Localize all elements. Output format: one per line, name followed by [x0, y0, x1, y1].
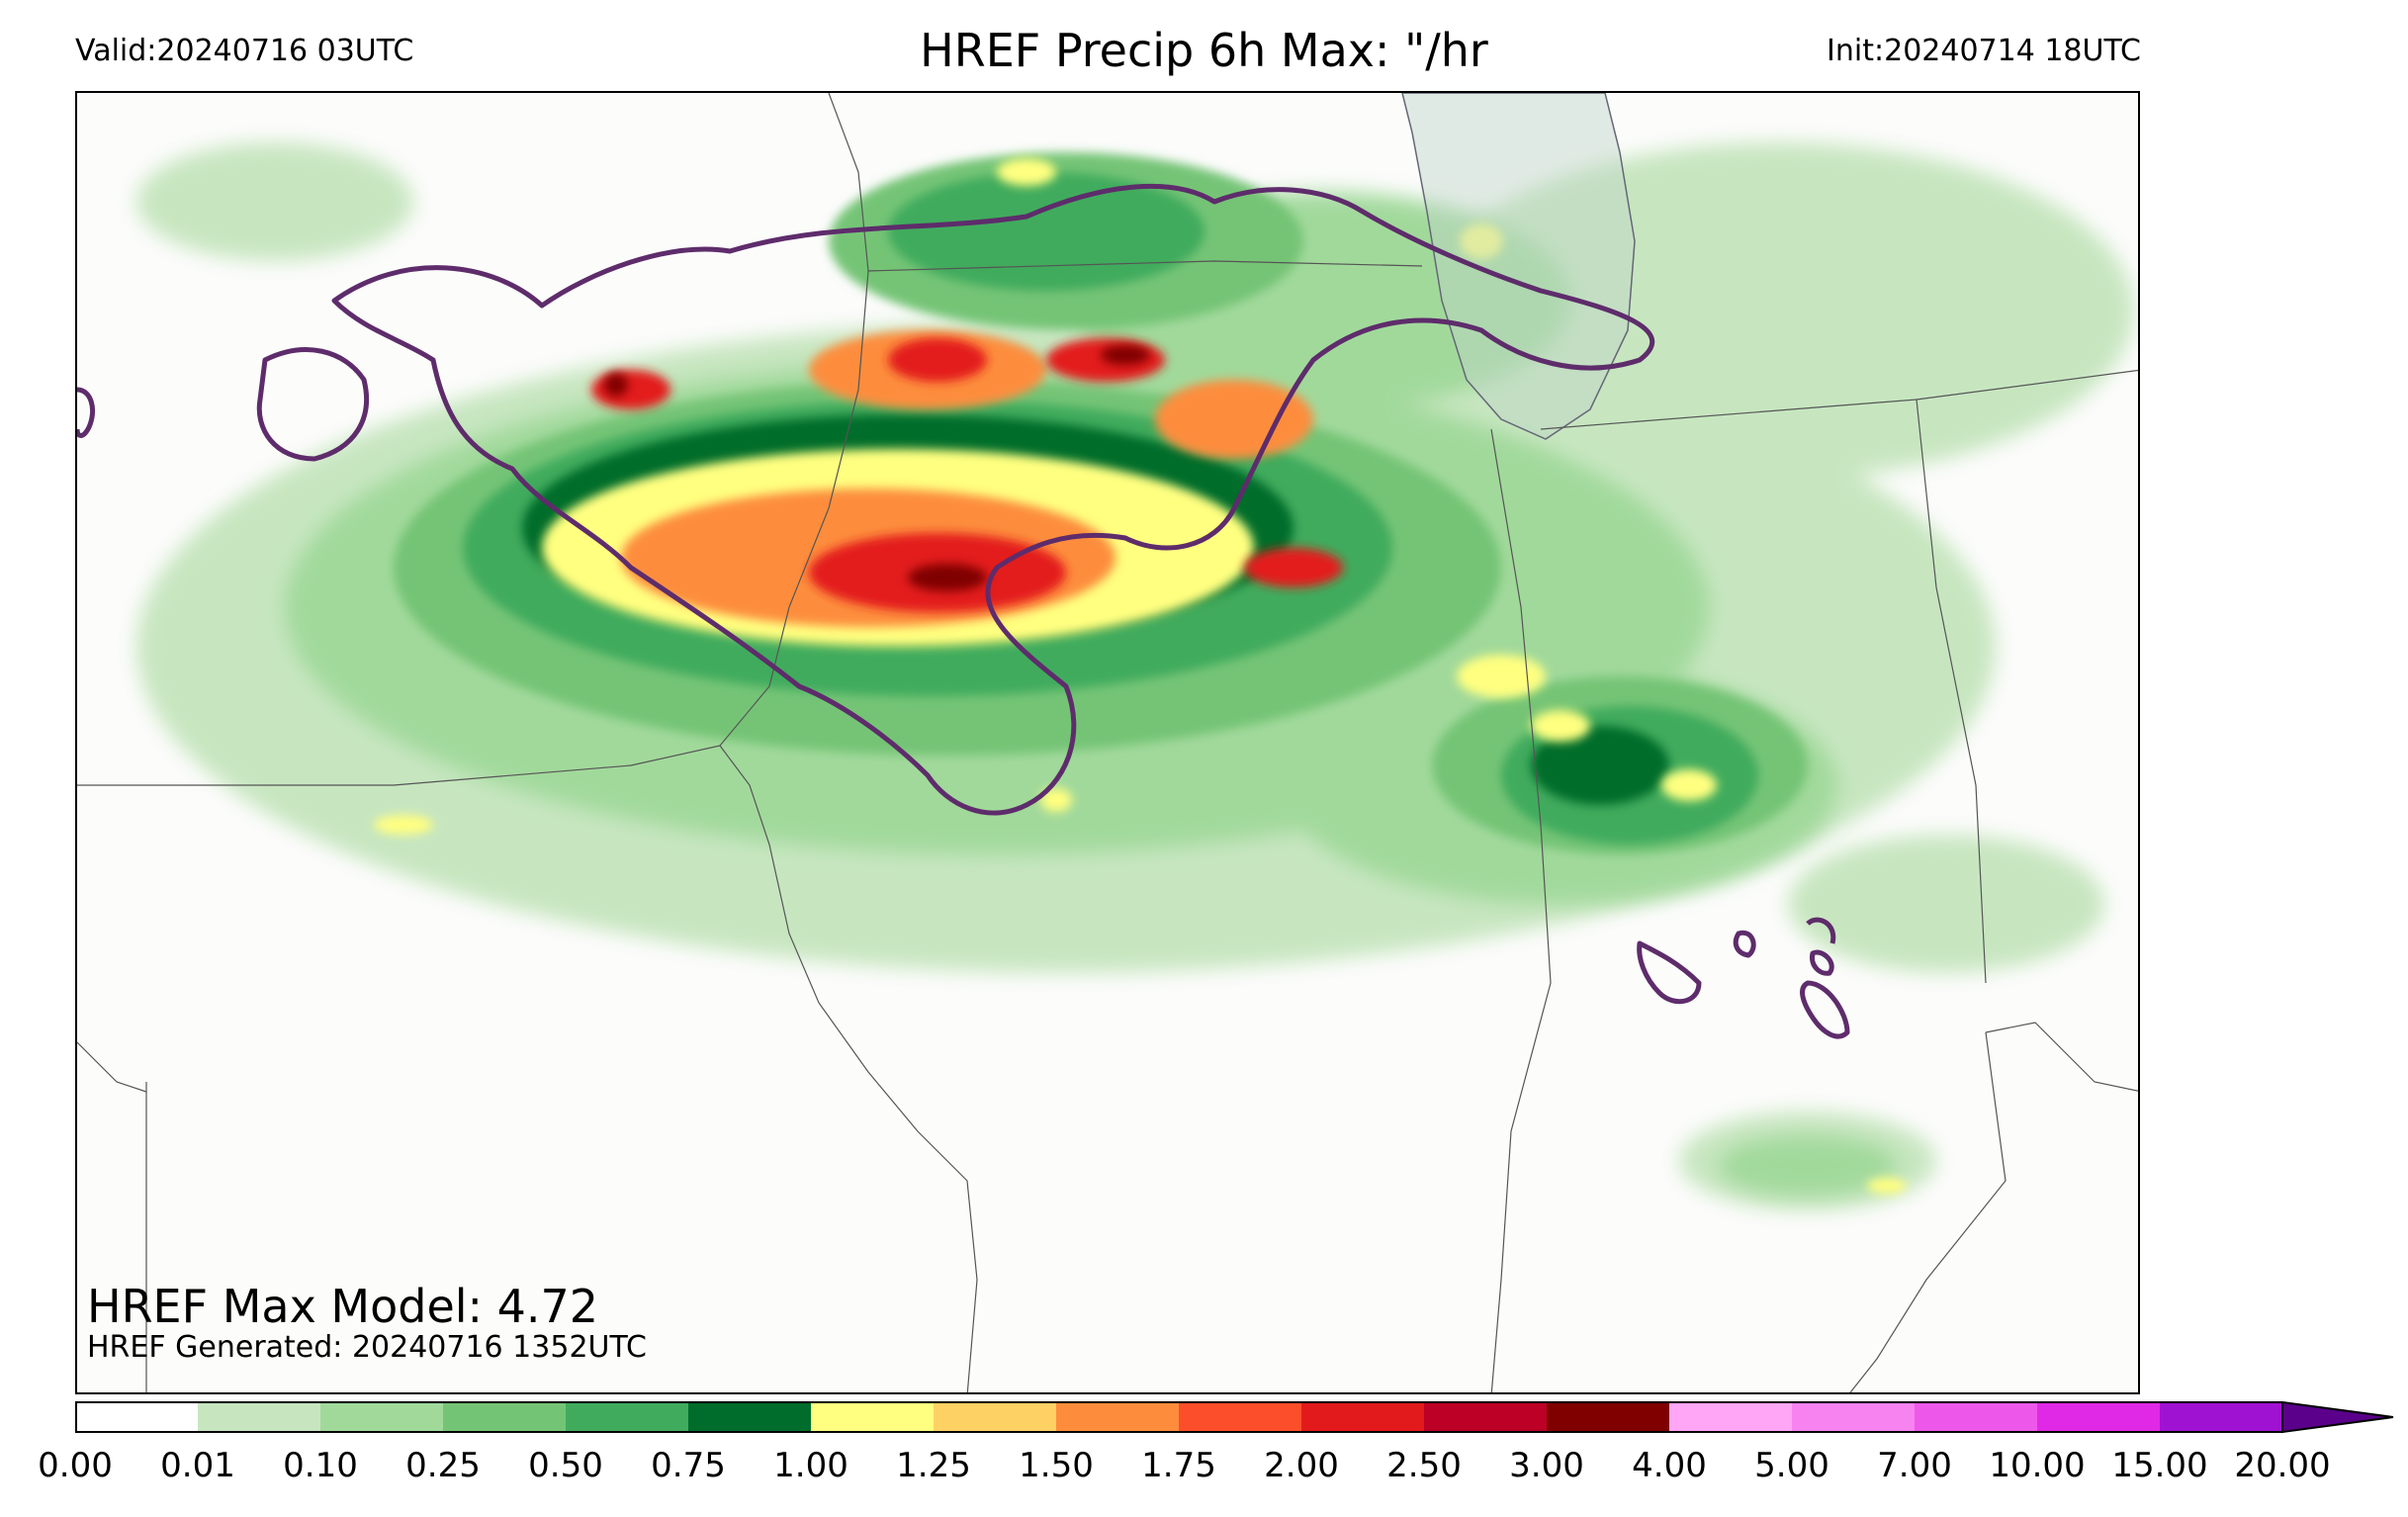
max-model-label: HREF Max Model: 4.72	[87, 1280, 599, 1333]
colorbar-swatch	[566, 1402, 688, 1432]
lake-michigan	[1401, 93, 1636, 440]
colorbar-tick-label: 2.00	[1264, 1446, 1339, 1485]
colorbar-extend-arrow	[2281, 1400, 2394, 1434]
colorbar-swatch	[75, 1402, 198, 1432]
valid-time-label: Valid:20240716 03UTC	[75, 34, 414, 68]
colorbar-tick-label: 7.00	[1877, 1446, 1952, 1485]
colorbar-swatch	[1179, 1402, 1301, 1432]
colorbar-tick-label: 0.75	[651, 1446, 726, 1485]
colorbar-swatch	[1669, 1402, 1792, 1432]
colorbar-swatch	[1792, 1402, 1915, 1432]
colorbar-tick-label: 15.00	[2111, 1446, 2208, 1485]
colorbar-tick-label: 0.00	[38, 1446, 113, 1485]
colorbar-swatch	[811, 1402, 934, 1432]
colorbar-swatch	[443, 1402, 566, 1432]
init-time-label: Init:20240714 18UTC	[1827, 34, 2141, 68]
colorbar-tick-label: 0.50	[528, 1446, 603, 1485]
colorbar-swatch	[2037, 1402, 2160, 1432]
colorbar-tick-label: 20.00	[2234, 1446, 2331, 1485]
colorbar-swatch	[1056, 1402, 1179, 1432]
precip-dark-red-field	[604, 345, 1150, 591]
colorbar-swatch	[934, 1402, 1056, 1432]
map-canvas	[77, 93, 2138, 1392]
colorbar-swatch	[320, 1402, 443, 1432]
colorbar-tick-label: 1.50	[1019, 1446, 1094, 1485]
colorbar-tick-label: 0.10	[283, 1446, 358, 1485]
colorbar-tick-label: 5.00	[1754, 1446, 1829, 1485]
colorbar-tick-label: 1.25	[896, 1446, 971, 1485]
colorbar-tick-label: 0.01	[160, 1446, 235, 1485]
generated-time-label: HREF Generated: 20240716 1352UTC	[87, 1330, 648, 1365]
colorbar-swatch	[1915, 1402, 2037, 1432]
colorbar-swatch	[1424, 1402, 1547, 1432]
colorbar-tick-label: 10.00	[1989, 1446, 2086, 1485]
probability-contours	[77, 183, 1850, 1039]
colorbar-tick-label: 1.75	[1141, 1446, 1216, 1485]
map-title: HREF Precip 6h Max: "/hr	[920, 24, 1488, 77]
colorbar-tick-label: 2.50	[1386, 1446, 1462, 1485]
colorbar-swatch	[198, 1402, 320, 1432]
colorbar-outline	[75, 1401, 2283, 1433]
colorbar-tick-label: 0.25	[405, 1446, 481, 1485]
colorbar-tick-label: 3.00	[1509, 1446, 1584, 1485]
colorbar	[75, 1400, 2394, 1434]
colorbar-swatch	[688, 1402, 811, 1432]
precip-map: HREF Max Model: 4.72 HREF Generated: 202…	[75, 91, 2140, 1394]
colorbar-swatch	[1301, 1402, 1424, 1432]
colorbar-tick-label: 1.00	[773, 1446, 848, 1485]
colorbar-swatch	[2160, 1402, 2282, 1432]
colorbar-swatch	[1547, 1402, 1669, 1432]
colorbar-tick-label: 4.00	[1632, 1446, 1707, 1485]
state-borders	[77, 93, 2138, 1392]
